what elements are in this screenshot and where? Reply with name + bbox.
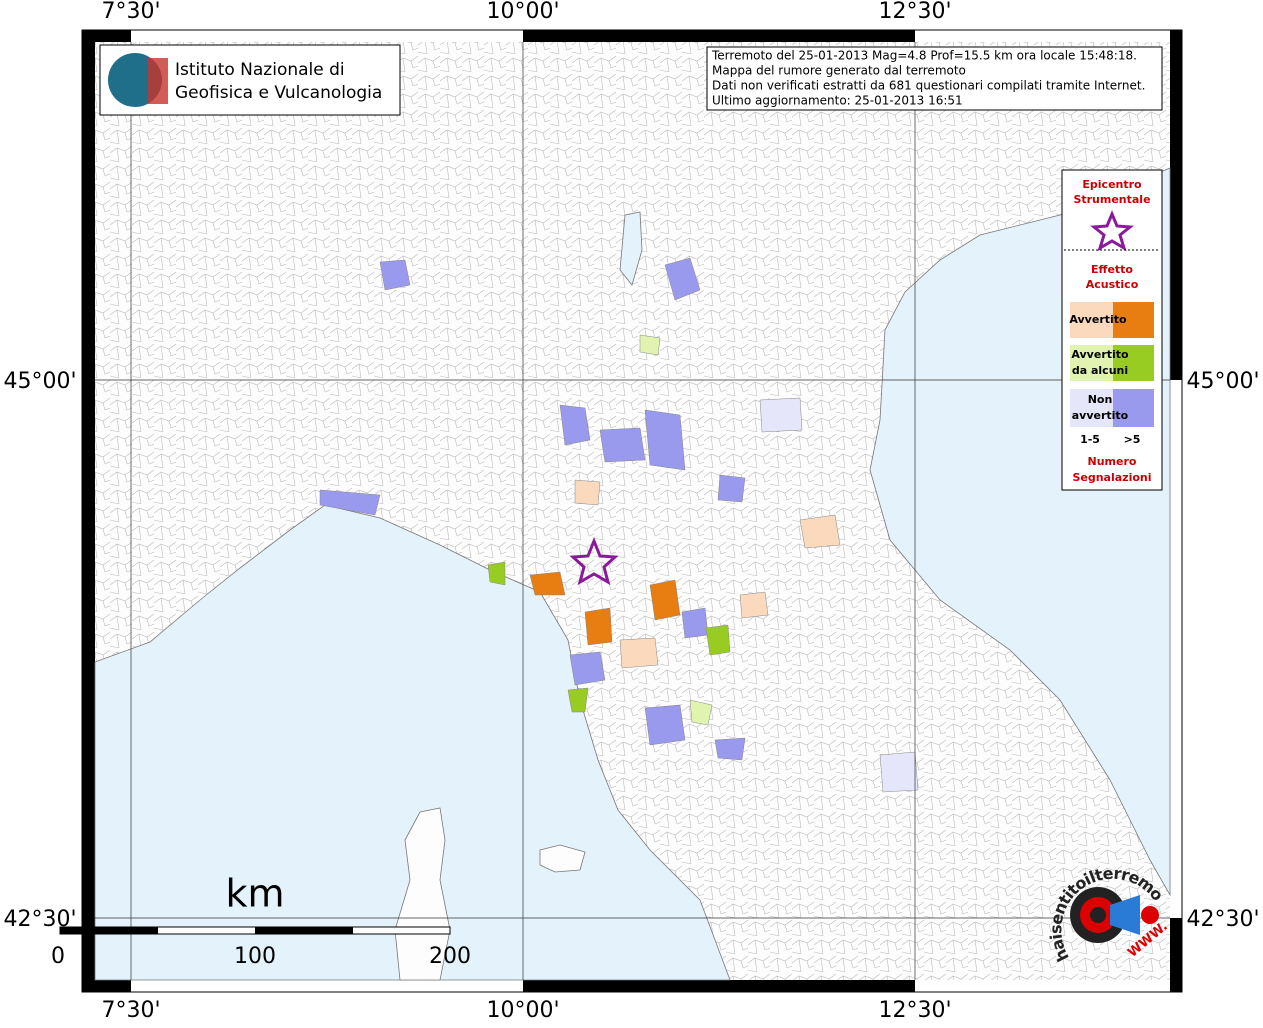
lon-label: 12°30' — [878, 998, 951, 1023]
info-line: Dati non verificati estratti da 681 ques… — [712, 79, 1145, 93]
reports — [319, 257, 919, 793]
legend-text: 1-5 — [1080, 433, 1100, 446]
lake — [619, 211, 643, 286]
legend-text: Strumentale — [1073, 193, 1150, 206]
legend-text: Numero — [1088, 455, 1137, 468]
scale-label: 0 — [51, 944, 65, 969]
corsica — [394, 807, 451, 981]
epicenter — [569, 536, 619, 586]
legend-text: Effetto — [1091, 263, 1133, 276]
scale-label: 100 — [234, 944, 276, 969]
lon-label: 7°30' — [101, 998, 160, 1023]
lon-label: 7°30' — [101, 0, 160, 24]
legend-text: Epicentro — [1082, 178, 1142, 191]
legend-text: Avvertito — [1069, 313, 1127, 326]
legend-text: >5 — [1124, 433, 1141, 446]
frame-ticks — [82, 30, 1182, 992]
graticule — [95, 42, 1170, 980]
logo-text: Geofisica e Vulcanologia — [175, 83, 382, 103]
scale-unit: km — [225, 872, 284, 916]
lon-label: 12°30' — [878, 0, 951, 24]
legend: Epicentro Strumentale Effetto Acustico A… — [1061, 169, 1163, 491]
lon-label: 10°00' — [486, 0, 559, 24]
info-box — [706, 46, 1163, 111]
scale-bar: km 0 100 200 — [51, 872, 471, 970]
lat-label: 42°30' — [1186, 907, 1259, 932]
lon-label: 10°00' — [486, 998, 559, 1023]
info-line: Terremoto del 25-01-2013 Mag=4.8 Prof=15… — [711, 49, 1137, 63]
lat-label: 45°00' — [3, 369, 76, 394]
scale-label: 200 — [429, 944, 471, 969]
legend-text: da alcuni — [1072, 364, 1128, 377]
info-line: Mappa del rumore generato dal terremoto — [712, 64, 966, 78]
logo-mark — [148, 58, 168, 104]
legend-text: Non — [1088, 393, 1113, 406]
legend-text: Avvertito — [1071, 348, 1129, 361]
legend-text: avvertito — [1072, 409, 1129, 422]
info-line: Ultimo aggiornamento: 25-01-2013 16:51 — [712, 94, 963, 108]
lat-label: 45°00' — [1186, 369, 1259, 394]
logo-text: Istituto Nazionale di — [175, 60, 345, 80]
elba — [539, 844, 586, 873]
legend-text: Segnalazioni — [1072, 471, 1151, 484]
legend-text: Acustico — [1086, 278, 1139, 291]
